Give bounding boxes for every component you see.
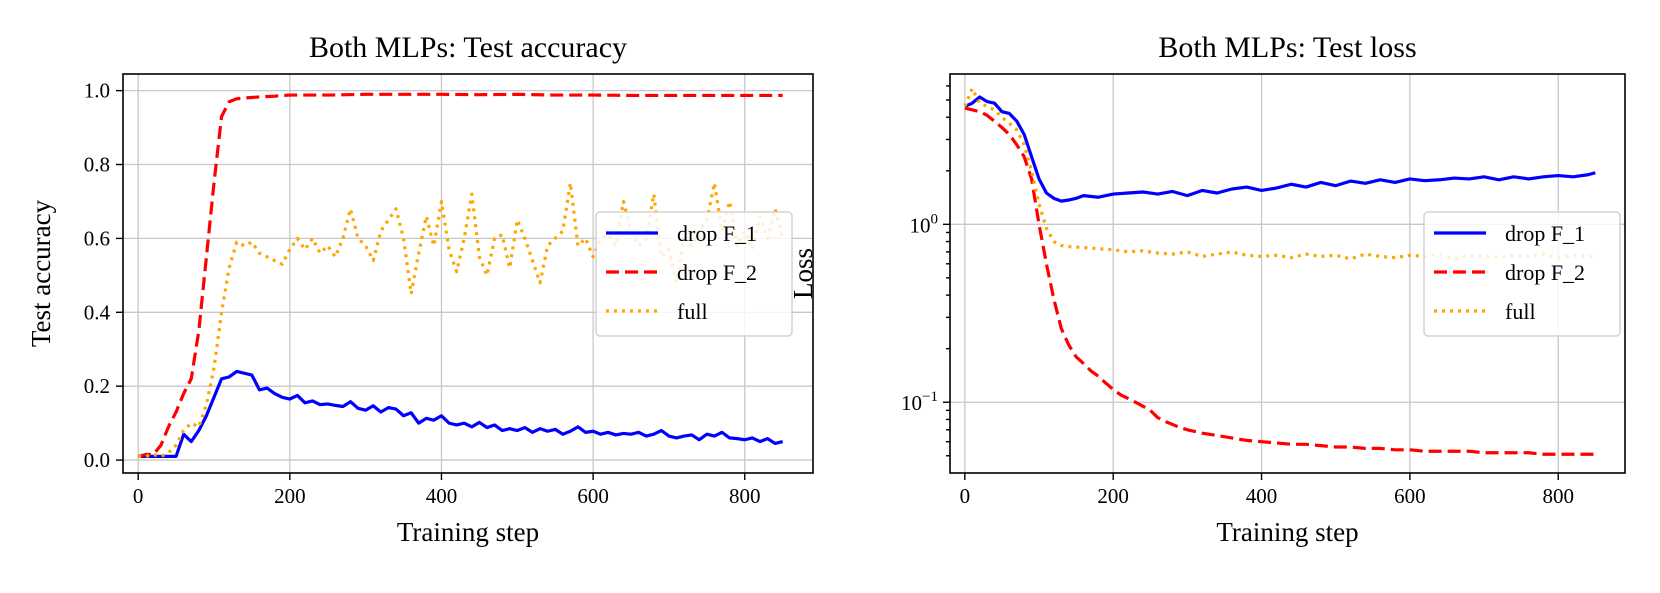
y-tick-label: 1.0 xyxy=(84,79,110,103)
legend-label-drop-f-1: drop F_1 xyxy=(1505,221,1585,246)
x-tick-label: 200 xyxy=(274,484,306,508)
y-tick-label: 0.0 xyxy=(84,448,110,472)
chart-title: Both MLPs: Test accuracy xyxy=(309,31,627,64)
legend-box xyxy=(595,211,793,337)
loss-chart-panel: 0 200 400 600 800 10−1 100 Training step Loss Bot… xyxy=(788,31,1626,547)
x-tick-label: 600 xyxy=(1394,484,1426,508)
y-tick-label: 0.8 xyxy=(84,153,110,177)
y-tick-label: 0.2 xyxy=(84,374,110,398)
y-axis-title: Test accuracy xyxy=(26,199,56,347)
legend-label-drop-f-2: drop F_2 xyxy=(677,260,757,285)
y-tick-label: 100 xyxy=(910,211,939,237)
accuracy-chart-panel: 0 200 400 600 800 0.0 0.2 0.4 0.6 0.8 1.0 Training … xyxy=(26,31,814,547)
legend-box xyxy=(1423,211,1621,337)
x-tick-label: 400 xyxy=(1246,484,1278,508)
x-axis-title: Training step xyxy=(397,517,539,547)
legend-label-drop-f-2: drop F_2 xyxy=(1505,260,1585,285)
series-line-drop-f-1 xyxy=(964,95,1596,203)
plot-frame xyxy=(122,73,814,474)
x-tick-label: 0 xyxy=(133,484,144,508)
legend-label-drop-f-1: drop F_1 xyxy=(677,221,757,246)
legend-label-full: full xyxy=(677,299,708,324)
series-line-drop-f-2 xyxy=(964,106,1596,456)
plot-area xyxy=(137,92,785,458)
legend-label-full: full xyxy=(1505,299,1536,324)
x-axis-title: Training step xyxy=(1216,517,1358,547)
x-tick-label: 200 xyxy=(1097,484,1129,508)
y-tick-label: 0.4 xyxy=(84,300,111,324)
plot-frame xyxy=(949,73,1626,474)
x-tick-label: 600 xyxy=(577,484,609,508)
y-axis-title: Loss xyxy=(788,248,818,299)
series-line-drop-f-1 xyxy=(138,369,784,458)
x-tick-label: 400 xyxy=(426,484,458,508)
y-tick-label: 10−1 xyxy=(901,389,938,415)
series-line-drop-f-2 xyxy=(137,92,783,458)
chart-title: Both MLPs: Test loss xyxy=(1158,31,1416,64)
x-tick-label: 800 xyxy=(1542,484,1574,508)
y-tick-label: 0.6 xyxy=(84,226,110,250)
x-tick-label: 800 xyxy=(729,484,761,508)
x-tick-label: 0 xyxy=(960,484,971,508)
